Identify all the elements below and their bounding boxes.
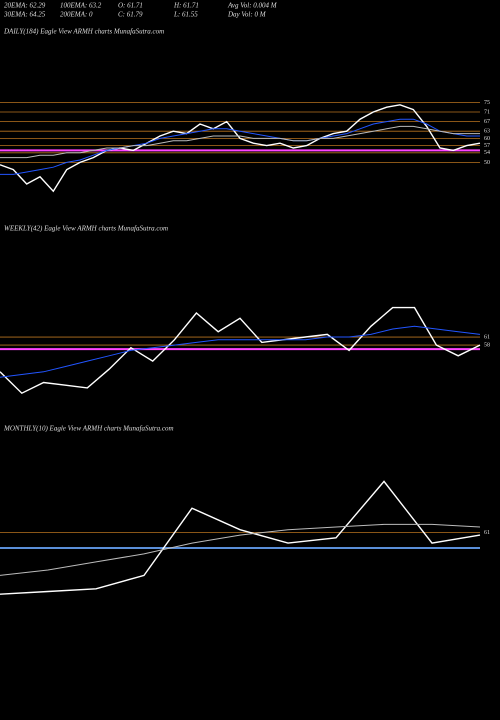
y-tick-label: 50 [484,160,490,166]
header-stat: C: 61.79 [118,11,143,19]
y-tick-label: 60 [484,136,490,142]
header-stat: 30EMA: 64.25 [3,11,46,19]
header-stat: L: 61.55 [173,11,198,19]
y-tick-label: 63 [484,129,490,135]
header-stat: Avg Vol: 0.004 M [227,2,278,10]
panel-title: MONTHLY(10) Eagle View ARMH charts Munaf… [3,425,174,433]
header-stat: O: 61.71 [118,2,143,10]
header-stat: 100EMA: 63.2 [60,2,102,10]
price-line [0,125,480,159]
y-tick-label: 54 [484,150,490,156]
price-line [0,306,481,395]
header-stat: 20EMA: 62.29 [4,2,46,10]
y-tick-label: 71 [484,109,490,115]
header-stat: Day Vol: 0 M [227,11,267,19]
y-tick-label: 58 [484,342,490,348]
y-tick-label: 57 [484,143,490,149]
y-tick-label: 61 [484,334,490,340]
y-tick-label: 67 [484,119,490,125]
header-stat: H: 61.71 [173,2,199,10]
price-line [0,104,481,193]
header-stat: 200EMA: 0 [60,11,93,19]
price-line [0,480,481,595]
price-line [0,325,481,378]
y-tick-label: 61 [484,530,490,536]
panel-title: WEEKLY(42) Eagle View ARMH charts Munafa… [4,225,168,233]
panel-title: DAILY(184) Eagle View ARMH charts Munafa… [3,28,164,36]
price-line [0,523,481,576]
y-tick-label: 75 [484,100,490,106]
price-line [0,118,480,175]
